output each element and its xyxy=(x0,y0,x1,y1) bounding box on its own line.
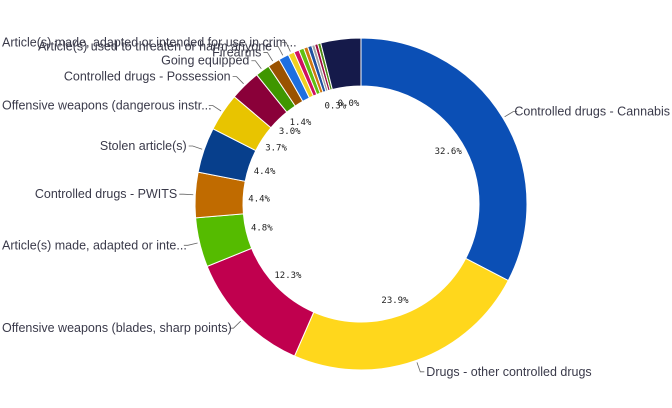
slice-category-label: Going equipped xyxy=(161,54,249,68)
leader-line xyxy=(208,105,222,112)
leader-line xyxy=(232,76,244,85)
slice-percent-label: 32.6% xyxy=(435,147,463,157)
slice-category-label: Controlled drugs - PWITS xyxy=(35,187,177,201)
leader-line xyxy=(282,42,291,52)
slice-category-label: Article(s) used to threaten or harm anyo… xyxy=(38,39,272,53)
slice-category-label: Article(s) made, adapted or inte... xyxy=(2,238,187,252)
slice-percent-label: 3.0% xyxy=(279,127,301,137)
slice-category-label: Controlled drugs - Cannabis xyxy=(514,105,670,119)
leader-line xyxy=(416,362,425,373)
leader-line xyxy=(179,193,194,196)
leader-line xyxy=(274,46,284,56)
slice-category-label: Controlled drugs - Possession xyxy=(64,70,231,84)
slice-category-label: Article(s) made, adapted or intended for… xyxy=(2,36,297,50)
leader-line xyxy=(229,320,241,329)
slice-percent-label: 0.0% xyxy=(338,99,360,109)
leader-line xyxy=(188,145,203,150)
slice-category-label: Drugs - other controlled drugs xyxy=(426,365,591,379)
slice-percent-label: 4.4% xyxy=(248,194,270,204)
leader-line xyxy=(263,52,274,62)
donut-slice[interactable] xyxy=(360,37,528,282)
donut-slice[interactable] xyxy=(206,247,315,357)
leader-line xyxy=(251,60,262,70)
donut-slice[interactable] xyxy=(293,257,509,371)
slice-category-label: Offensive weapons (dangerous instr... xyxy=(2,98,212,112)
slice-percent-label: 0.3% xyxy=(324,101,346,111)
slice-percent-label: 4.4% xyxy=(254,167,276,177)
slice-percent-label: 4.8% xyxy=(251,224,273,234)
slice-percent-label: 1.4% xyxy=(290,118,312,128)
slice-category-label: Offensive weapons (blades, sharp points) xyxy=(2,321,232,335)
slice-percent-label: 12.3% xyxy=(274,271,302,281)
slice-category-label: Stolen article(s) xyxy=(100,139,187,153)
slice-category-label: Firearms xyxy=(212,46,261,60)
leader-line xyxy=(504,111,518,118)
slice-percent-label: 3.7% xyxy=(265,144,287,154)
leader-line xyxy=(183,242,198,246)
slice-percent-label: 23.9% xyxy=(381,296,409,306)
donut-slice[interactable] xyxy=(320,37,362,91)
